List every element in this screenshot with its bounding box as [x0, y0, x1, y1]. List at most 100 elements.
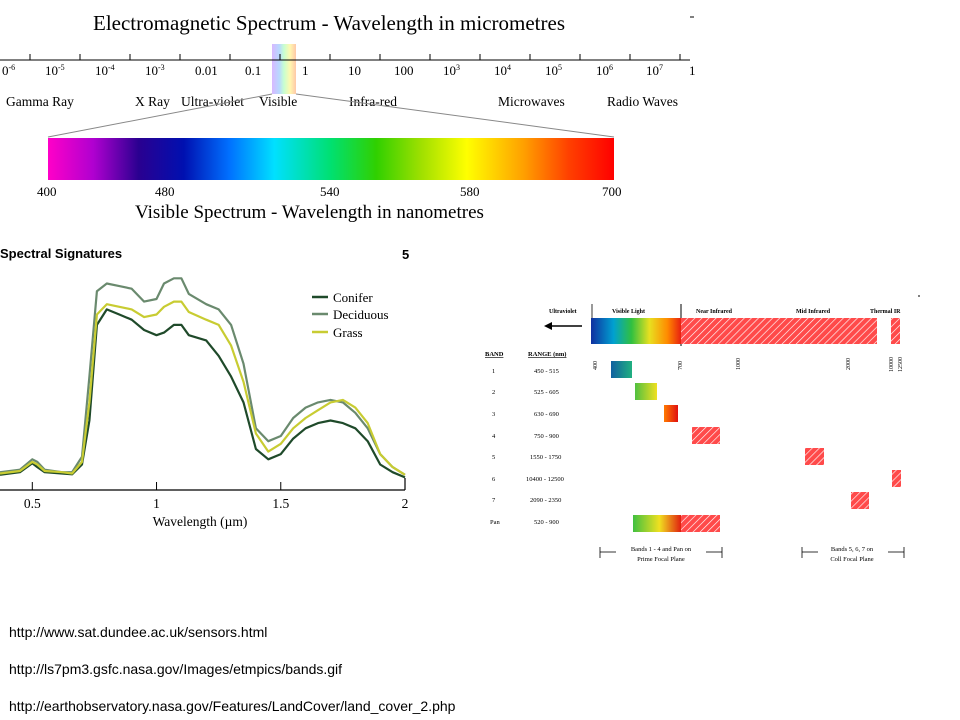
zoom-line-right [295, 93, 615, 138]
focal-text-coll: Bands 5, 6, 7 on Coll Focal Plane [830, 546, 874, 563]
svg-text:Prime Focal Plane: Prime Focal Plane [637, 556, 685, 563]
sig-legend: Conifer Deciduous Grass [312, 290, 389, 340]
region-mid-infrared: Mid Infrared [796, 309, 831, 315]
landsat-axis-ticks: 400 700 1000 2000 10000 12500 [593, 357, 904, 372]
em-tick-1e4: 104 [494, 63, 511, 78]
sig-x-tick-label-1.5: 1.5 [272, 496, 289, 511]
source-link-earthobservatory[interactable]: http://earthobservatory.nasa.gov/Feature… [9, 698, 456, 714]
col-range-header: RANGE (nm) [528, 351, 566, 358]
band-block-pan-visible [633, 515, 681, 532]
band-block-3 [664, 405, 678, 422]
em-spectrum-title: Electromagnetic Spectrum - Wavelength in… [93, 11, 565, 35]
band-label-5: 5 [492, 454, 495, 461]
em-tick-1e-6: 0-6 [2, 63, 15, 78]
series-line-grass [0, 300, 406, 476]
wl-tick-10000: 10000 [889, 357, 895, 372]
em-tick-10: 10 [348, 63, 361, 78]
vis-tick-400: 400 [37, 184, 57, 199]
band-label-7: 7 [492, 497, 496, 504]
near-mid-ir-bar [681, 318, 877, 344]
em-axis-ticks [29, 54, 681, 60]
band-label-1: 1 [492, 368, 495, 375]
band-block-4 [692, 427, 720, 444]
col-band-header: BAND [485, 351, 504, 358]
vis-tick-580: 580 [460, 184, 480, 199]
visible-spectrum-title: Visible Spectrum - Wavelength in nanomet… [135, 202, 484, 223]
sig-x-ticks: 0.5 1 1.5 2 [24, 482, 409, 511]
visible-spectrum-bar [48, 138, 614, 180]
focal-text-prime: Bands 1 - 4 and Pan on Prime Focal Plane [631, 546, 692, 563]
band-block-pan-nir [681, 515, 720, 532]
vis-tick-700: 700 [602, 184, 622, 199]
em-tick-1e-5: 10-5 [45, 63, 65, 78]
band-block-6 [892, 470, 901, 487]
band-range-pan: 520 - 900 [534, 519, 559, 526]
em-tick-1e7: 107 [646, 63, 663, 78]
em-tick-0.01: 0.01 [195, 63, 218, 78]
landsat-band-table: BAND RANGE (nm) 1 450 - 515 2 525 - 605 … [485, 351, 566, 526]
band-range-6: 10400 - 12500 [526, 476, 564, 483]
em-tick-1e3: 103 [443, 63, 460, 78]
em-tick-100: 100 [394, 63, 414, 78]
band-block-5 [805, 448, 824, 465]
visible-band-strip [272, 44, 296, 94]
focal-bracket-coll [801, 547, 905, 558]
sig-chart-title: Spectral Signatures [0, 246, 122, 261]
source-link-landsat-bands[interactable]: http://ls7pm3.gsfc.nasa.gov/Images/etmpi… [9, 661, 343, 677]
legend-label-conifer: Conifer [333, 290, 373, 305]
wl-tick-2000: 2000 [846, 358, 852, 370]
wl-tick-1000: 1000 [736, 358, 742, 370]
svg-text:Coll Focal Plane: Coll Focal Plane [830, 556, 873, 563]
em-tick-0.1: 0.1 [245, 63, 261, 78]
svg-text:Bands 5, 6, 7 on: Bands 5, 6, 7 on [831, 546, 874, 553]
region-microwaves: Microwaves [498, 94, 565, 109]
band-label-4: 4 [492, 433, 496, 440]
band-label-6: 6 [492, 476, 496, 483]
em-tick-1e6: 106 [596, 63, 613, 78]
em-spectrum-figure: Electromagnetic Spectrum - Wavelength in… [0, 11, 696, 223]
region-ultraviolet: Ultraviolet [549, 309, 577, 315]
source-link-dundee[interactable]: http://www.sat.dundee.ac.uk/sensors.html [9, 624, 268, 640]
vis-tick-540: 540 [320, 184, 340, 199]
zoom-line-left [47, 93, 273, 138]
em-tick-1e-4: 10-4 [95, 63, 115, 78]
sig-series-lines [0, 277, 406, 479]
em-tick-1e-3: 10-3 [145, 63, 165, 78]
band-range-1: 450 - 515 [534, 368, 559, 375]
sig-x-tick-label-1: 1 [153, 496, 160, 511]
svg-text:Bands 1 - 4 and Pan on: Bands 1 - 4 and Pan on [631, 546, 692, 553]
legend-label-deciduous: Deciduous [333, 307, 389, 322]
band-label-2: 2 [492, 389, 495, 396]
band-range-5: 1550 - 1750 [530, 454, 561, 461]
visible-light-bar [591, 318, 681, 344]
region-x-ray: X Ray [135, 94, 170, 109]
region-thermal-ir: Thermal IR [870, 309, 901, 315]
band-range-7: 2090 - 2350 [530, 497, 561, 504]
legend-label-grass: Grass [333, 325, 363, 340]
region-ultra-violet: Ultra-violet [181, 94, 244, 109]
wl-tick-400: 400 [593, 361, 599, 370]
band-label-pan: Pan [490, 519, 501, 526]
em-tick-trail: 1 [689, 63, 696, 78]
em-region-labels: Gamma Ray X Ray Ultra-violet Visible Inf… [6, 94, 678, 109]
vis-tick-480: 480 [155, 184, 175, 199]
region-visible: Visible [259, 94, 297, 109]
region-visible-light: Visible Light [612, 309, 645, 315]
band-range-4: 750 - 900 [534, 433, 559, 440]
thermal-ir-bar [891, 318, 900, 344]
region-radio-waves: Radio Waves [607, 94, 678, 109]
band-range-2: 525 - 605 [534, 389, 559, 396]
region-near-infrared: Near Infrared [696, 309, 733, 315]
uv-arrow-icon [544, 322, 582, 330]
em-tick-labels: 0-6 10-5 10-4 10-3 0.01 0.1 1 10 100 103… [2, 63, 696, 78]
wl-tick-700: 700 [678, 361, 684, 370]
region-infra-red: Infra-red [349, 94, 397, 109]
band-block-7 [851, 492, 869, 509]
wl-tick-12500: 12500 [898, 357, 904, 372]
landsat-bands-chart: Ultraviolet Visible Light Near Infrared … [485, 295, 920, 563]
band-range-3: 630 - 690 [534, 411, 559, 418]
sig-x-label: Wavelength (µm) [153, 514, 248, 529]
band-block-2 [635, 383, 657, 400]
sig-x-tick-label-2: 2 [402, 496, 409, 511]
sig-right-edge-label: 5 [402, 247, 409, 262]
